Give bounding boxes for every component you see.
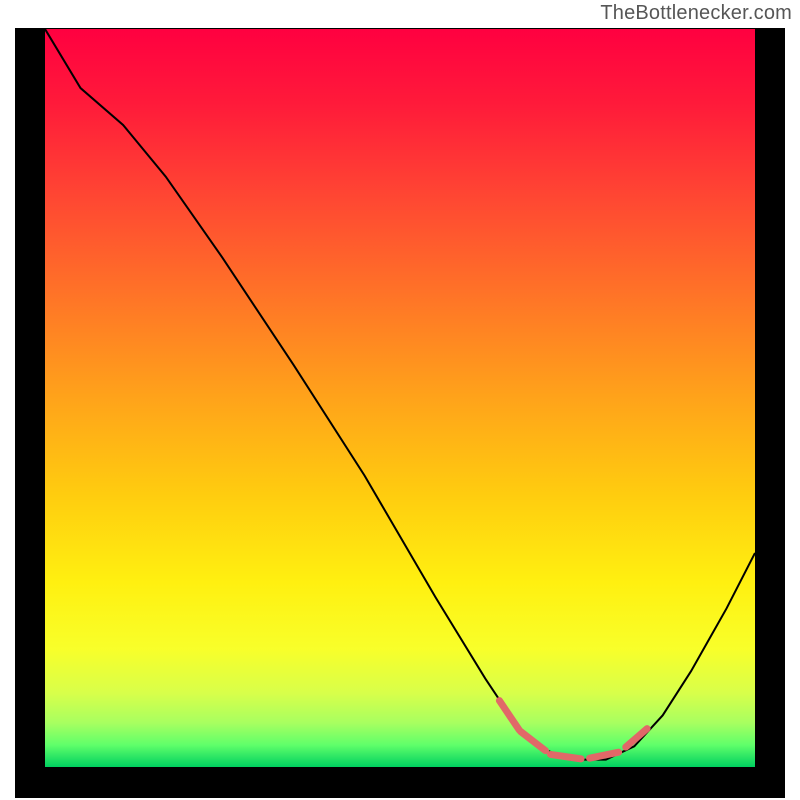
chart-outer-box — [15, 28, 785, 798]
chart-frame: TheBottlenecker.com — [0, 0, 800, 800]
trough-markers — [45, 29, 755, 767]
watermark-text: TheBottlenecker.com — [600, 2, 792, 25]
plot-area — [45, 29, 755, 767]
